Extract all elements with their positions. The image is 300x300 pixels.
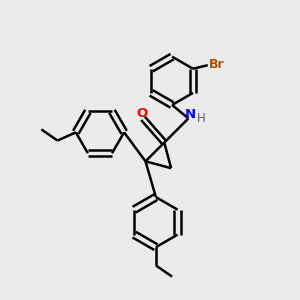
Text: N: N xyxy=(185,108,196,121)
Text: H: H xyxy=(196,112,205,125)
Text: Br: Br xyxy=(209,58,225,71)
Text: O: O xyxy=(136,106,147,120)
